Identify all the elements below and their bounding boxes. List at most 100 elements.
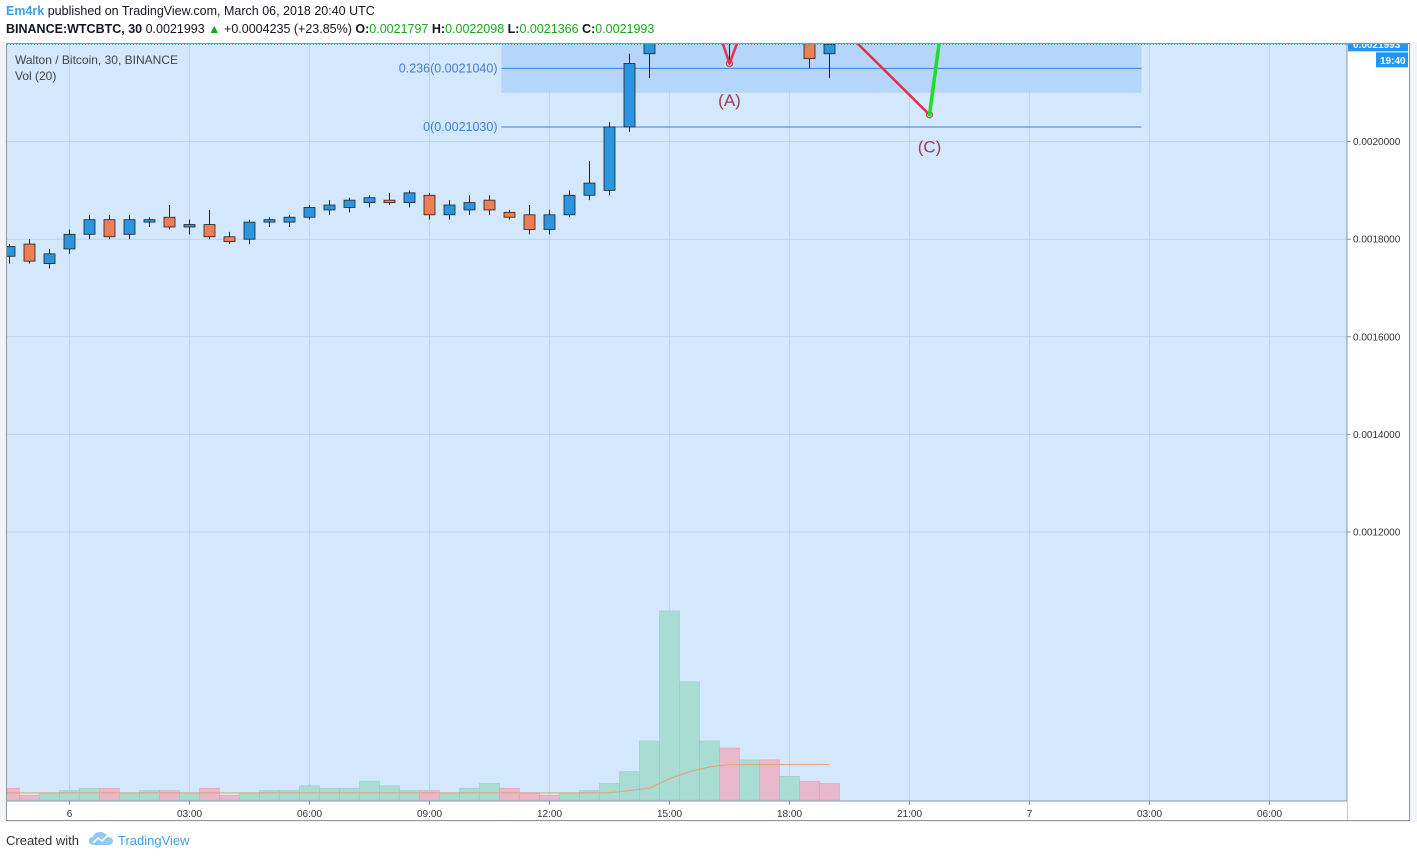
candle-body [523,214,536,230]
candle-body [63,233,76,250]
candle-body [263,219,276,223]
candle-body [7,246,16,257]
volume-bar [739,759,760,801]
low-label: L: [507,22,520,36]
candle-body [323,204,336,211]
volume-bar [559,792,580,801]
bar-countdown-text: 19:40 [1380,56,1406,67]
volume-bar [499,787,520,801]
price-axis-label: 0.0014000 [1353,430,1401,441]
price-change: +0.0004235 (+23.85%) [224,22,352,36]
volume-bar [519,792,540,801]
footer: Created with TradingView [0,822,1417,858]
tradingview-brand-link[interactable]: TradingView [118,833,190,848]
chart-legend: Walton / Bitcoin, 30, BINANCE Vol (20) [15,53,178,85]
candle-body [383,199,396,204]
volume-bar [659,610,680,801]
volume-bar [819,783,840,801]
symbol-line: BINANCE:WTCBTC, 30 0.0021993 ▲ +0.000423… [6,22,654,36]
price-chart[interactable]: 3.618(0.0021179)2.618(0.0021138)1.618(0.… [7,44,1409,820]
volume-bar [19,795,40,801]
fib-level-label: 0(0.0021030) [423,120,497,134]
candle-body [423,194,436,216]
volume-bar [419,790,440,801]
candle-body [163,216,176,228]
high-label: H: [431,22,446,36]
volume-bar [439,792,460,801]
volume-bar [779,776,800,801]
time-axis-label: 15:00 [657,809,682,820]
price-axis-label: 0.0016000 [1353,332,1401,343]
time-axis-label: 18:00 [777,809,802,820]
price-axis-label: 0.0020000 [1353,137,1401,148]
candle-body [823,44,836,55]
price-axis-background [1347,44,1409,820]
volume-bar [139,790,160,801]
author-link[interactable]: Em4rk [6,4,45,18]
candle-body [603,126,616,191]
volume-bar [759,759,780,801]
volume-bar [359,780,380,801]
time-axis-label: 21:00 [897,809,922,820]
volume-bar [179,792,200,801]
volume-bar [7,787,20,801]
chart-frame[interactable]: 3.618(0.0021179)2.618(0.0021138)1.618(0.… [6,43,1410,821]
volume-bar [59,790,80,801]
candle-body [583,182,596,196]
candle-body [403,192,416,203]
high-value: 0.0022098 [445,22,505,36]
volume-bar [459,787,480,801]
time-axis-label: 03:00 [1137,809,1162,820]
volume-bar [679,681,700,801]
volume-bar [99,787,120,801]
last-price-tag-text: 0.0021993 [1353,44,1401,51]
time-axis-label: 06:00 [297,809,322,820]
candle-body [483,199,496,211]
candle-body [623,63,636,128]
volume-bar [119,792,140,801]
candle-body [563,194,576,216]
time-axis-label: 7 [1027,809,1033,820]
wave-label: (A) [718,91,741,110]
tradingview-cloud-icon[interactable] [88,830,114,848]
volume-bar [239,792,260,801]
candle-body [23,243,36,262]
volume-bar [219,795,240,801]
open-label: O: [355,22,370,36]
candle-body [83,219,96,235]
candle-body [543,214,556,230]
volume-bar [539,795,560,801]
candle-body [803,44,816,60]
time-axis-background [7,801,1347,820]
volume-bar [259,790,280,801]
candle-body [143,219,156,223]
volume-bar [199,787,220,801]
candle-body [463,202,476,211]
close-value: 0.0021993 [595,22,655,36]
volume-indicator-label: Vol (20) [15,69,57,83]
volume-bar [799,780,820,801]
volume-moving-average-line [7,764,830,794]
candle-body [443,204,456,216]
bar-countdown-tag [1376,52,1408,68]
publish-line: Em4rk published on TradingView.com, Marc… [6,4,375,18]
volume-bar [699,740,720,801]
volume-bar [639,740,660,801]
volume-bar [399,790,420,801]
volume-bar [339,787,360,801]
volume-bar [619,771,640,801]
volume-bar [79,787,100,801]
symbol-label: BINANCE:WTCBTC, 30 [6,22,143,36]
volume-bar [579,790,600,801]
last-price-tag [1348,44,1408,52]
volume-bar [719,747,740,801]
candle-body [503,211,516,218]
candle-body [363,197,376,204]
wave-label: (C) [918,137,942,156]
close-label: C: [582,22,596,36]
volume-bar [279,790,300,801]
wave-point [725,59,734,68]
volume-bar [479,783,500,801]
candle-body [43,253,56,264]
volume-bar [39,792,60,801]
